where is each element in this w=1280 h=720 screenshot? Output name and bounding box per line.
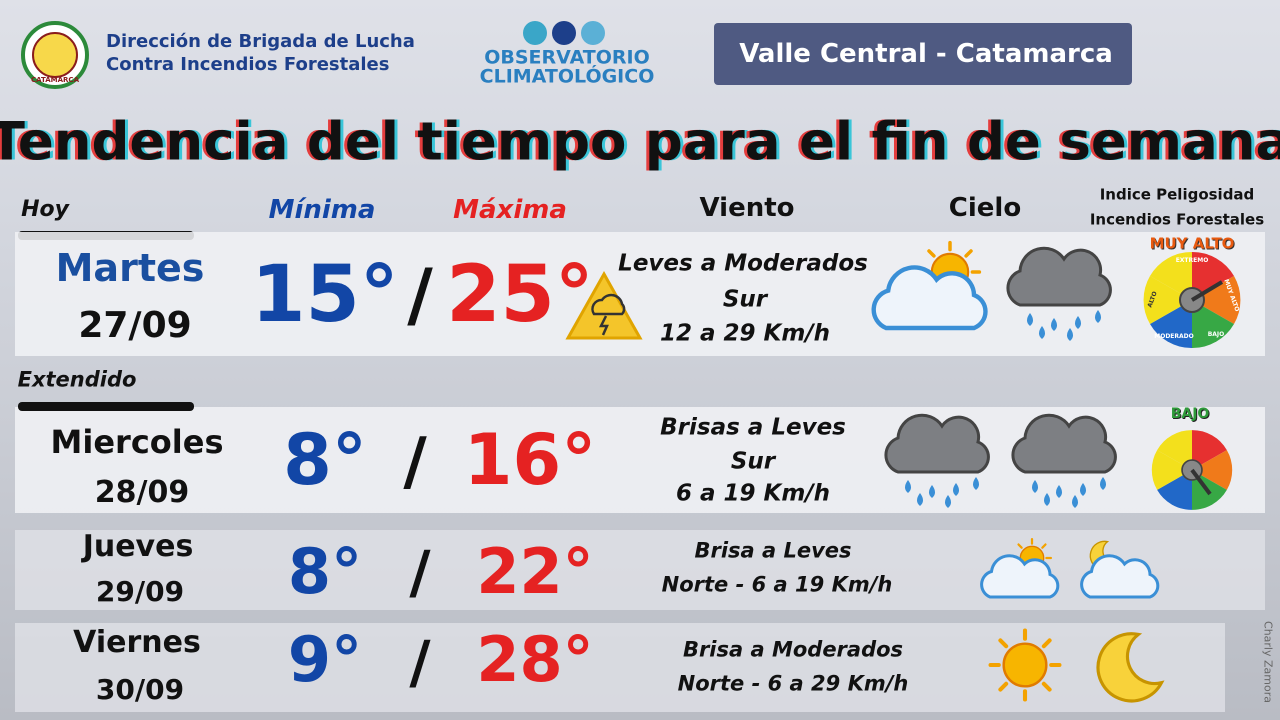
section-bar	[18, 402, 194, 411]
day: Martes	[55, 246, 205, 290]
gauge-label: MODERADO	[1154, 333, 1194, 340]
separator: /	[409, 538, 431, 606]
storm-warning-icon	[565, 270, 643, 340]
column-header: Viento	[699, 193, 795, 223]
min-temp: 9°	[287, 623, 363, 696]
gauge-label: EXTREMO	[1176, 257, 1209, 264]
risk-gauge	[1150, 429, 1234, 511]
wind-text: Leves a Moderados	[618, 250, 868, 277]
risk-gauge: EXTREMO MUY ALTO BAJO MODERADO ALTO	[1142, 250, 1242, 350]
day: Miercoles	[50, 423, 224, 461]
rain-cloud-icon	[884, 413, 990, 508]
cloud-moon-icon	[1080, 540, 1160, 599]
max-temp: 22°	[476, 535, 594, 608]
wind-text: Brisas a Leves	[660, 414, 846, 441]
title: Tendencia del tiempo para el fin de sema…	[0, 111, 1280, 173]
wind-text: Sur	[722, 286, 768, 313]
wind-text: Norte - 6 a 29 Km/h	[677, 671, 909, 696]
cloud-sun-icon	[980, 537, 1060, 599]
column-header: Indice Peligosidad	[1099, 185, 1255, 204]
column-header: Mínima	[268, 195, 376, 225]
moon-icon	[1096, 632, 1164, 703]
region: Valle Central - Catamarca	[739, 39, 1113, 69]
sun-icon	[985, 625, 1065, 705]
date: 28/09	[94, 475, 190, 510]
separator: /	[409, 628, 431, 696]
column-header: Máxima	[453, 195, 567, 225]
min-temp: 15°	[251, 250, 399, 340]
wind-text: Norte - 6 a 19 Km/h	[661, 572, 893, 597]
max-temp: 28°	[476, 623, 594, 696]
watermark: Charly Zamora	[1261, 621, 1275, 703]
risk-level: MUY ALTO	[1149, 234, 1235, 253]
max-temp: 16°	[463, 419, 597, 501]
gauge-label: BAJO	[1208, 331, 1225, 338]
column-header: Incendios Forestales	[1089, 210, 1265, 229]
region-box	[714, 23, 1132, 85]
observatory-logo	[523, 21, 605, 45]
risk-level: BAJO	[1170, 406, 1210, 422]
observatory-name: OBSERVATORIO	[484, 46, 650, 69]
rain-cloud-icon	[1011, 413, 1117, 508]
date: 30/09	[95, 673, 185, 706]
cloud-sun-icon	[870, 240, 990, 340]
date: 29/09	[95, 575, 185, 608]
separator: /	[407, 254, 433, 336]
row-band	[15, 530, 1265, 610]
wind-text: Brisa a Leves	[694, 538, 852, 563]
brigade-seal: CATAMARCA	[21, 21, 89, 89]
wind-text: Brisa a Moderados	[682, 637, 904, 662]
max-temp: 25°	[446, 250, 594, 340]
day: Viernes	[73, 625, 201, 660]
wind-text: 6 a 19 Km/h	[675, 480, 831, 507]
section-label: Extendido	[17, 367, 137, 392]
org-line: Dirección de Brigada de Lucha	[106, 31, 415, 52]
wind-text: 12 a 29 Km/h	[659, 320, 831, 347]
separator: /	[403, 425, 427, 499]
observatory-name: CLIMATOLÓGICO	[479, 65, 655, 88]
column-header: Cielo	[948, 193, 1022, 223]
min-temp: 8°	[287, 535, 363, 608]
date: 27/09	[78, 305, 192, 346]
day: Jueves	[82, 529, 194, 564]
section-label: Hoy	[21, 197, 69, 222]
wind-text: Sur	[730, 448, 776, 475]
rain-cloud-icon	[1006, 246, 1112, 341]
org-line: Contra Incendios Forestales	[106, 54, 390, 75]
seal-text: CATAMARCA	[31, 76, 80, 84]
min-temp: 8°	[283, 419, 367, 501]
